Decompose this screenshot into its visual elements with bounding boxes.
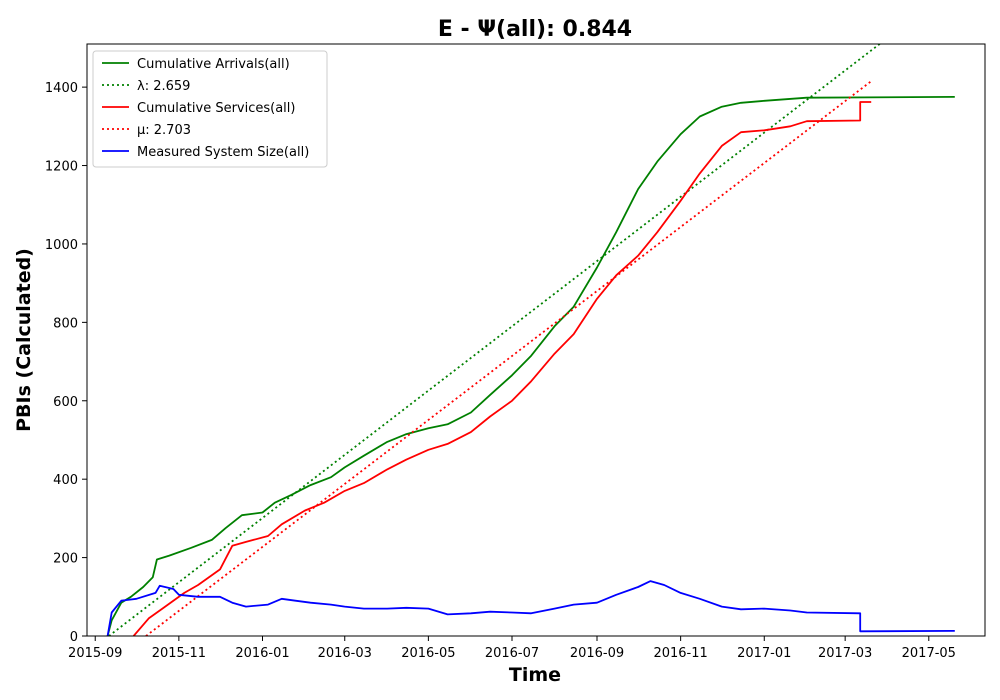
x-tick-label: 2016-03 [318, 646, 372, 661]
series-line-2-703-3 [145, 80, 872, 636]
y-tick-label: 1400 [45, 81, 78, 96]
legend-box [92, 50, 328, 168]
x-tick-label: 2015-09 [68, 646, 122, 661]
series-line-cumulative-arrivals-all-0 [106, 96, 955, 636]
series-line-measured-system-size-all-4 [106, 580, 955, 636]
y-tick-label: 400 [53, 473, 78, 488]
x-tick-label: 2016-05 [401, 646, 455, 661]
y-tick-label: 0 [70, 630, 78, 645]
y-axis-title: PBIs (Calculated) [13, 248, 35, 432]
legend-label-2-659: λ: 2.659 [137, 79, 190, 94]
plot-frame [86, 43, 986, 637]
x-tick-label: 2016-09 [570, 646, 624, 661]
legend-label-measured-system-size-all: Measured System Size(all) [137, 145, 309, 160]
legend: Cumulative Arrivals(all) λ: 2.659 Cumulati… [92, 50, 328, 168]
x-tick-label: 2016-07 [485, 646, 539, 661]
x-axis-title: Time [509, 664, 561, 686]
plot-lines [106, 44, 955, 636]
x-tick-label: 2017-01 [737, 646, 791, 661]
y-tick-label: 1200 [45, 160, 78, 175]
legend-label-2-703: μ: 2.703 [137, 123, 191, 138]
x-axis-ticks: 2015-09 2015-11 2016-01 2016-03 2016-05 2016-… [68, 636, 956, 661]
series-line-cumulative-services-all-2 [132, 101, 872, 636]
y-tick-label: 800 [53, 316, 78, 331]
y-tick-label: 200 [53, 552, 78, 567]
y-tick-label: 1000 [45, 238, 78, 253]
x-tick-label: 2017-05 [902, 646, 956, 661]
x-tick-label: 2017-03 [818, 646, 872, 661]
chart-title: E - Ψ(all): 0.844 [438, 17, 632, 42]
y-tick-label: 600 [53, 395, 78, 410]
y-axis-ticks: 0 200 400 600 800 1000 1200 1400 [45, 81, 87, 645]
x-tick-label: 2015-11 [152, 646, 206, 661]
x-tick-label: 2016-11 [653, 646, 707, 661]
x-tick-label: 2016-01 [235, 646, 289, 661]
legend-label-cumulative-services-all: Cumulative Services(all) [137, 101, 295, 116]
legend-label-cumulative-arrivals-all: Cumulative Arrivals(all) [137, 57, 290, 72]
